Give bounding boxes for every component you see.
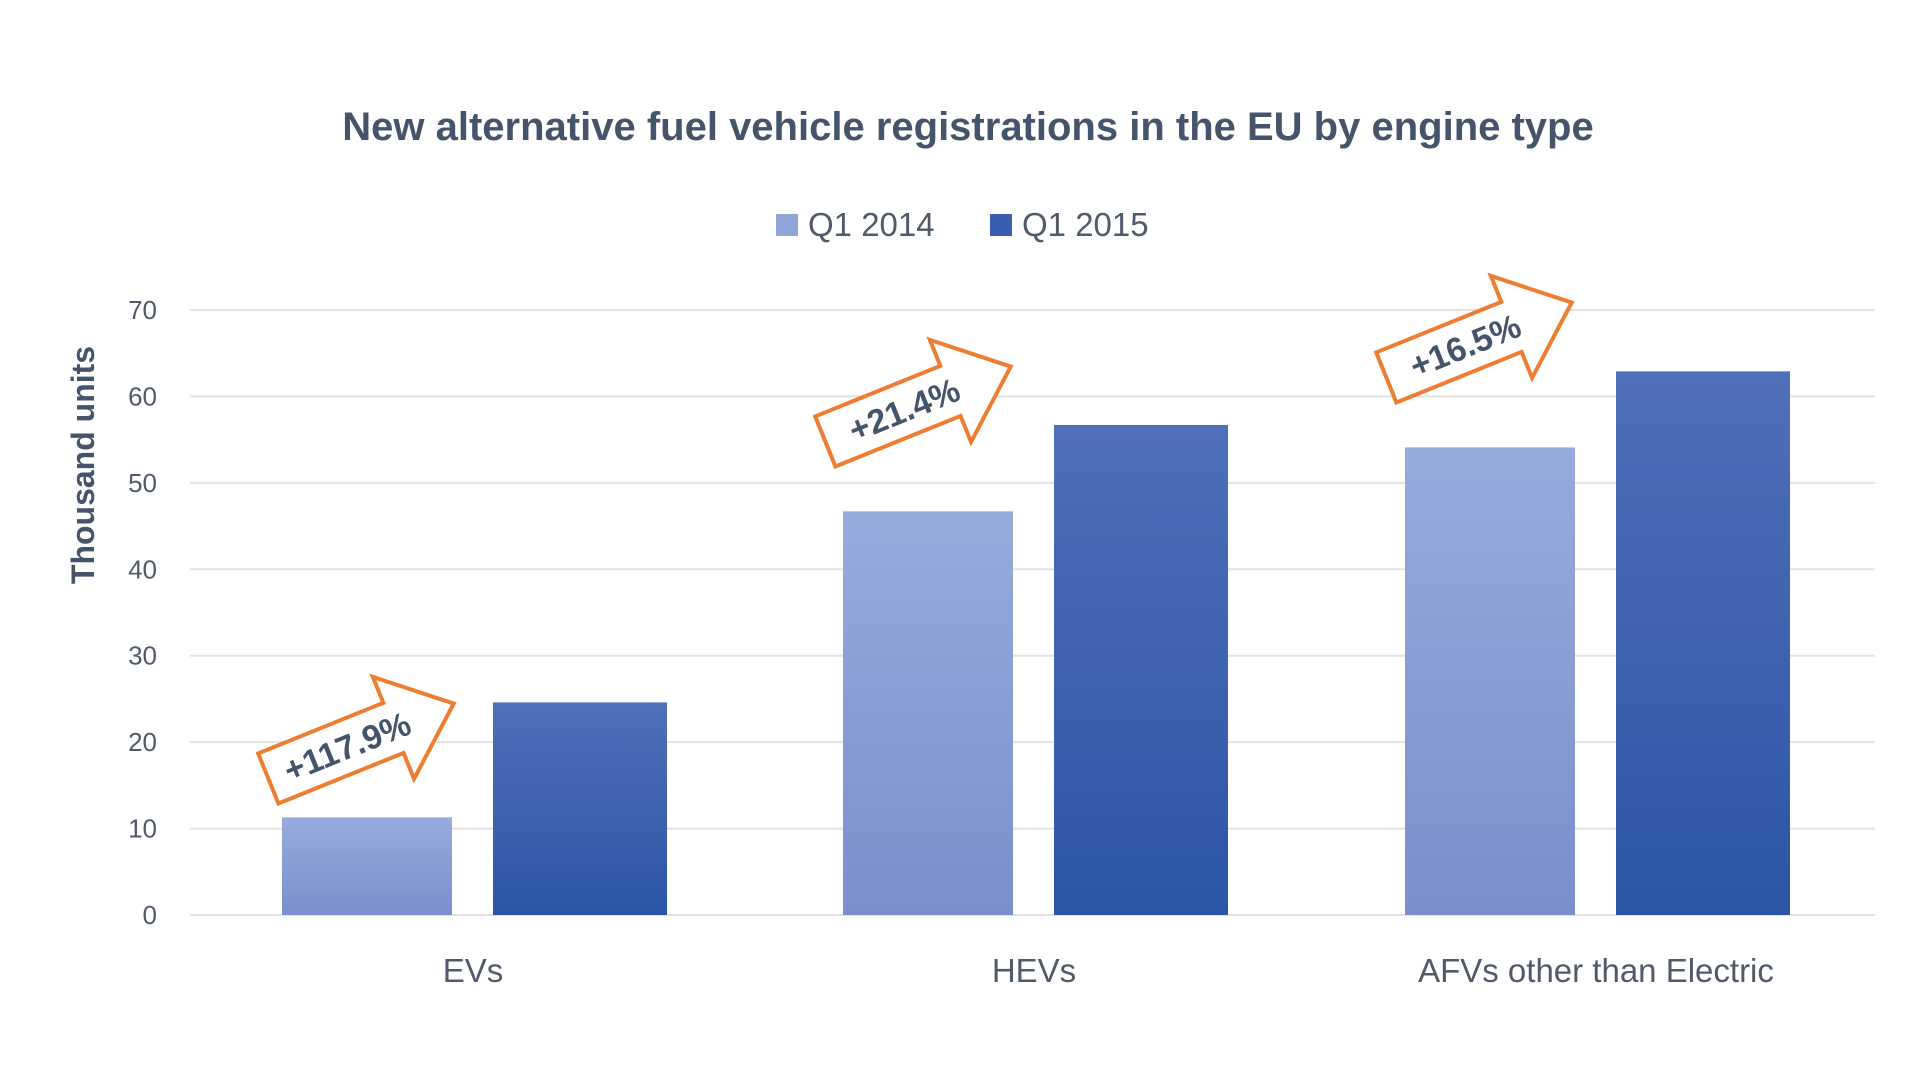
arrow-shape (1373, 272, 1575, 406)
y-tick-label: 60 (128, 381, 157, 411)
legend-swatch (776, 214, 798, 236)
growth-arrow: +21.4% (812, 336, 1014, 470)
bar-q1-2015 (1054, 424, 1228, 915)
y-tick-label: 50 (128, 468, 157, 498)
gridlines: 0 10 20 30 40 50 60 70 (128, 295, 1875, 930)
bar-q1-2015 (493, 702, 667, 915)
x-axis-labels: EVs HEVs AFVs other than Electric (443, 952, 1774, 989)
bar-q1-2014 (1405, 447, 1575, 915)
legend-label: Q1 2014 (808, 206, 935, 243)
bar-q1-2014 (282, 817, 452, 915)
growth-arrow: +16.5% (1373, 272, 1575, 406)
y-axis-label: Thousand units (65, 346, 101, 584)
bars (282, 371, 1790, 916)
y-tick-label: 30 (128, 641, 157, 671)
x-tick-label: EVs (443, 952, 504, 989)
x-tick-label: HEVs (992, 952, 1076, 989)
chart-title: New alternative fuel vehicle registratio… (342, 105, 1593, 149)
legend-label: Q1 2015 (1022, 206, 1149, 243)
arrow-shape (255, 673, 457, 807)
y-tick-label: 40 (128, 554, 157, 584)
legend: Q1 2014 Q1 2015 (776, 206, 1149, 243)
y-tick-label: 20 (128, 727, 157, 757)
y-tick-label: 10 (128, 814, 157, 844)
x-tick-label: AFVs other than Electric (1418, 952, 1774, 989)
bar-q1-2014 (843, 511, 1013, 915)
growth-arrow: +117.9% (255, 673, 457, 807)
legend-swatch (990, 214, 1012, 236)
y-tick-label: 70 (128, 295, 157, 325)
arrow-shape (812, 336, 1014, 470)
y-tick-label: 0 (143, 900, 157, 930)
bar-q1-2015 (1616, 371, 1790, 916)
